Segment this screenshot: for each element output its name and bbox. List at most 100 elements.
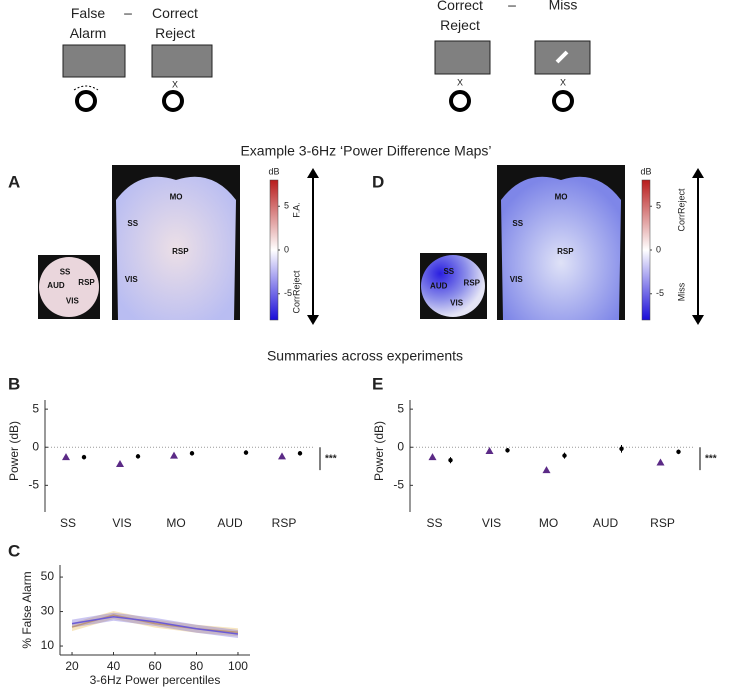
wheels xyxy=(75,90,574,112)
screen xyxy=(62,44,126,78)
group-marker xyxy=(485,447,494,455)
y-tick-label: 0 xyxy=(397,439,404,453)
mean-point xyxy=(619,446,624,451)
mean-point xyxy=(135,454,141,459)
wheel-turn xyxy=(73,85,99,91)
panel-label: C xyxy=(8,541,20,560)
y-tick-label: 0 xyxy=(32,439,39,453)
stimulus xyxy=(555,50,569,64)
group-marker xyxy=(656,458,665,466)
region-label: RSP xyxy=(557,247,574,256)
region-label: MO xyxy=(170,193,183,202)
y-tick-label: 5 xyxy=(397,401,404,415)
region-label: SS xyxy=(443,267,454,276)
x-tick-label: SS xyxy=(60,516,76,530)
section-title: Example 3-6Hz ‘Power Difference Maps’ xyxy=(240,143,491,159)
x-tick-label: 100 xyxy=(228,659,248,673)
mean-point xyxy=(189,451,195,456)
group-marker xyxy=(542,466,551,474)
mean-point xyxy=(243,450,249,455)
x-tick-label: AUD xyxy=(217,516,243,530)
significance: *** xyxy=(705,453,717,464)
region-label: RSP xyxy=(172,247,189,256)
y-tick-label: -5 xyxy=(28,478,39,492)
panel-label: D xyxy=(372,172,384,191)
colorbar-tick-label: 5 xyxy=(284,201,289,211)
condition: Correct Reject xyxy=(152,5,198,41)
mean-point xyxy=(297,451,303,456)
y-tick-label: 30 xyxy=(41,604,55,618)
arrow-label: CorrReject xyxy=(676,188,686,232)
mean-point xyxy=(562,453,567,458)
region-label: SS xyxy=(127,219,138,228)
stim-mark: X xyxy=(560,77,566,87)
stim-mark: X xyxy=(457,77,463,87)
band xyxy=(72,612,238,638)
group-marker xyxy=(62,453,70,461)
x-tick-label: SS xyxy=(426,516,442,530)
colorbar xyxy=(269,179,279,321)
region-label: VIS xyxy=(510,275,524,284)
panel-label: A xyxy=(8,172,20,191)
colorbar xyxy=(641,179,651,321)
screen xyxy=(434,40,491,75)
group-marker xyxy=(116,460,124,467)
condition: Miss xyxy=(549,0,578,13)
region-label: AUD xyxy=(47,281,65,290)
region-label: MO xyxy=(555,193,568,202)
schematic xyxy=(62,40,591,112)
mean-point xyxy=(676,449,681,455)
colorbar-tick-label: -5 xyxy=(284,288,292,298)
region-label: RSP xyxy=(464,278,481,287)
arrow-label: CorrReject xyxy=(291,270,301,314)
colorbar-unit: dB xyxy=(268,166,279,176)
y-tick-label: 10 xyxy=(41,638,55,652)
arrow-label: F.A. xyxy=(291,202,301,218)
x-tick-label: 60 xyxy=(148,659,162,673)
x-tick-label: MO xyxy=(539,516,558,530)
y-axis-label: % False Alarm xyxy=(20,571,34,648)
y-tick-label: 5 xyxy=(32,401,39,415)
x-tick-label: 80 xyxy=(190,659,204,673)
x-tick-label: 20 xyxy=(65,659,79,673)
x-tick-label: AUD xyxy=(593,516,619,530)
x-tick-label: VIS xyxy=(112,516,131,530)
dash: – xyxy=(124,5,132,21)
colorbar-tick-label: -5 xyxy=(656,288,664,298)
stim-mark: X xyxy=(172,79,178,89)
group-marker xyxy=(170,451,178,459)
y-tick-label: 50 xyxy=(41,569,55,583)
x-tick-label: RSP xyxy=(272,516,297,530)
group-marker xyxy=(428,453,437,461)
region-label: VIS xyxy=(66,297,80,306)
y-axis-label: Power (dB) xyxy=(7,421,21,481)
group-marker xyxy=(278,452,286,460)
brain-map xyxy=(116,176,236,320)
line xyxy=(71,615,239,635)
y-axis-label: Power (dB) xyxy=(372,421,386,481)
x-tick-label: 40 xyxy=(107,659,121,673)
arrow-label: Miss xyxy=(676,282,686,301)
region-label: VIS xyxy=(125,275,139,284)
region-label: VIS xyxy=(450,298,464,307)
colorbar-tick-label: 5 xyxy=(656,201,661,211)
mean-point xyxy=(448,457,453,463)
panel-label: B xyxy=(8,374,20,393)
mean-point xyxy=(81,454,87,460)
x-tick-label: RSP xyxy=(650,516,675,530)
section-title: Summaries across experiments xyxy=(267,348,463,364)
brain-map xyxy=(501,176,621,320)
x-tick-label: MO xyxy=(166,516,185,530)
mean-point xyxy=(505,448,510,453)
colorbar-tick-label: 0 xyxy=(284,244,289,254)
x-axis-label: 3-6Hz Power percentiles xyxy=(90,673,221,687)
brain-map xyxy=(421,255,485,317)
panel-label: E xyxy=(372,374,383,393)
colorbar-unit: dB xyxy=(640,166,651,176)
region-label: AUD xyxy=(430,282,448,291)
region-label: RSP xyxy=(78,278,95,287)
significance: *** xyxy=(325,453,337,464)
region-label: SS xyxy=(512,219,523,228)
